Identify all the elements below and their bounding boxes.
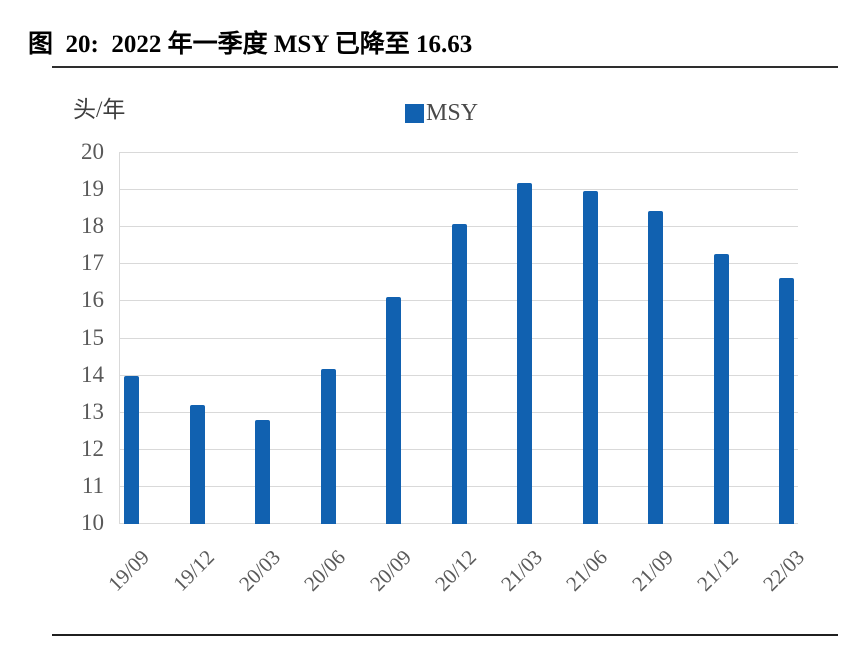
- bar: [779, 278, 794, 524]
- bar: [386, 296, 401, 524]
- bar: [320, 369, 336, 524]
- y-tick-label: 13: [81, 398, 104, 424]
- figure-title: 图 20: 2022 年一季度 MSY 已降至 16.63: [28, 31, 473, 58]
- bar: [517, 183, 532, 524]
- x-tick-label: 21/06: [561, 545, 612, 596]
- x-tick-label: 21/09: [626, 545, 678, 596]
- x-tick-label: 21/03: [495, 545, 547, 596]
- y-tick-label: 16: [81, 287, 104, 313]
- bar: [124, 376, 139, 524]
- x-tick-label: 21/12: [692, 545, 743, 596]
- legend-swatch-icon: [405, 103, 424, 123]
- gridline: [120, 189, 798, 191]
- x-tick-label: 19/09: [102, 545, 154, 596]
- y-tick-label: 10: [81, 510, 104, 535]
- y-tick-label: 17: [81, 250, 104, 276]
- x-axis-labels: 19/09 19/12 20/03 20/06 20/09 20/12 21/03 21/06…: [103, 527, 809, 627]
- bottom-divider: [52, 634, 838, 636]
- title-divider: [52, 66, 838, 68]
- y-tick-label: 18: [81, 213, 104, 239]
- y-tick-label: 15: [81, 324, 104, 350]
- y-tick-label: 11: [81, 472, 104, 498]
- x-tick-label: 22/03: [757, 545, 809, 596]
- legend-label: MSY: [426, 100, 479, 126]
- x-tick-label: 20/09: [364, 545, 416, 596]
- bars: [120, 152, 798, 524]
- bar: [255, 420, 270, 524]
- y-axis-unit-label: 头/年: [73, 97, 126, 122]
- y-axis-ticks: 20 19 18 17 16 15 14 13 12 11 10: [46, 139, 104, 535]
- y-tick-label: 19: [81, 176, 104, 202]
- legend: MSY: [405, 100, 479, 126]
- bar: [648, 210, 663, 524]
- bar: [189, 404, 205, 524]
- bar: [582, 191, 598, 524]
- x-tick-label: 19/12: [168, 545, 219, 596]
- x-tick-label: 20/03: [233, 545, 285, 596]
- y-tick-label: 14: [81, 361, 104, 387]
- y-tick-label: 12: [81, 435, 104, 461]
- bar: [713, 254, 729, 524]
- y-tick-label: 20: [81, 139, 104, 164]
- x-tick-label: 20/06: [299, 545, 350, 596]
- plot-area: [119, 152, 798, 524]
- gridline: [120, 152, 798, 153]
- bar: [451, 223, 467, 524]
- x-tick-label: 20/12: [430, 545, 481, 596]
